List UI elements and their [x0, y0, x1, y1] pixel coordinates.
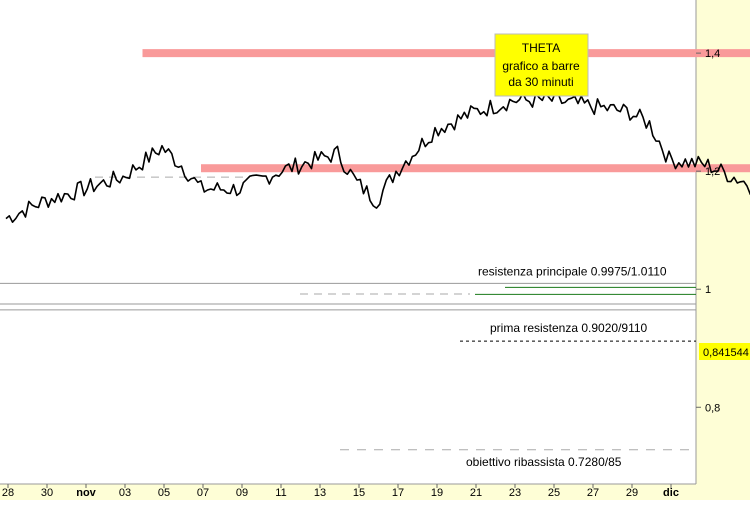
y-tick-label-0: 1,4: [705, 48, 720, 60]
x-tick-label-1: 30: [41, 487, 53, 499]
last-price-value: 0,841544: [703, 347, 749, 359]
x-tick-label-17: dic: [663, 487, 679, 499]
y-tick-label-2: 1: [705, 284, 711, 296]
x-tick-label-10: 17: [392, 487, 404, 499]
x-tick-label-14: 25: [548, 487, 560, 499]
x-tick-label-2: nov: [76, 487, 96, 499]
y-tick-label-3: 0,8: [705, 402, 720, 414]
x-tick-label-8: 13: [314, 487, 326, 499]
resistance-band-0: [143, 49, 750, 57]
x-tick-label-0: 28: [2, 487, 14, 499]
title-box: THETA grafico a barre da 30 minuti: [495, 34, 588, 96]
x-tick-label-15: 27: [587, 487, 599, 499]
x-tick-label-6: 09: [236, 487, 248, 499]
annotation-prima-resistenza: prima resistenza 0.9020/9110: [490, 321, 648, 335]
plot-area: [0, 0, 696, 484]
x-tick-label-4: 05: [158, 487, 170, 499]
y-axis-panel: [696, 0, 750, 500]
x-tick-label-9: 15: [353, 487, 365, 499]
chart-subtitle-line-1: grafico a barre: [502, 59, 580, 73]
y-tick-label-1: 1,2: [705, 166, 720, 178]
x-tick-label-5: 07: [197, 487, 209, 499]
x-tick-label-11: 19: [431, 487, 443, 499]
chart-title: THETA: [522, 41, 560, 55]
x-tick-label-3: 03: [119, 487, 131, 499]
annotation-resistenza-principale: resistenza principale 0.9975/1.0110: [478, 264, 667, 278]
x-tick-label-16: 29: [626, 487, 638, 499]
x-tick-label-12: 21: [470, 487, 482, 499]
x-tick-label-7: 11: [275, 487, 286, 499]
x-tick-label-13: 23: [509, 487, 521, 499]
chart-subtitle-line-2: da 30 minuti: [508, 75, 573, 89]
last-price-label: 0,841544: [699, 343, 750, 360]
annotation-obiettivo-ribassista: obiettivo ribassista 0.7280/85: [466, 455, 622, 469]
